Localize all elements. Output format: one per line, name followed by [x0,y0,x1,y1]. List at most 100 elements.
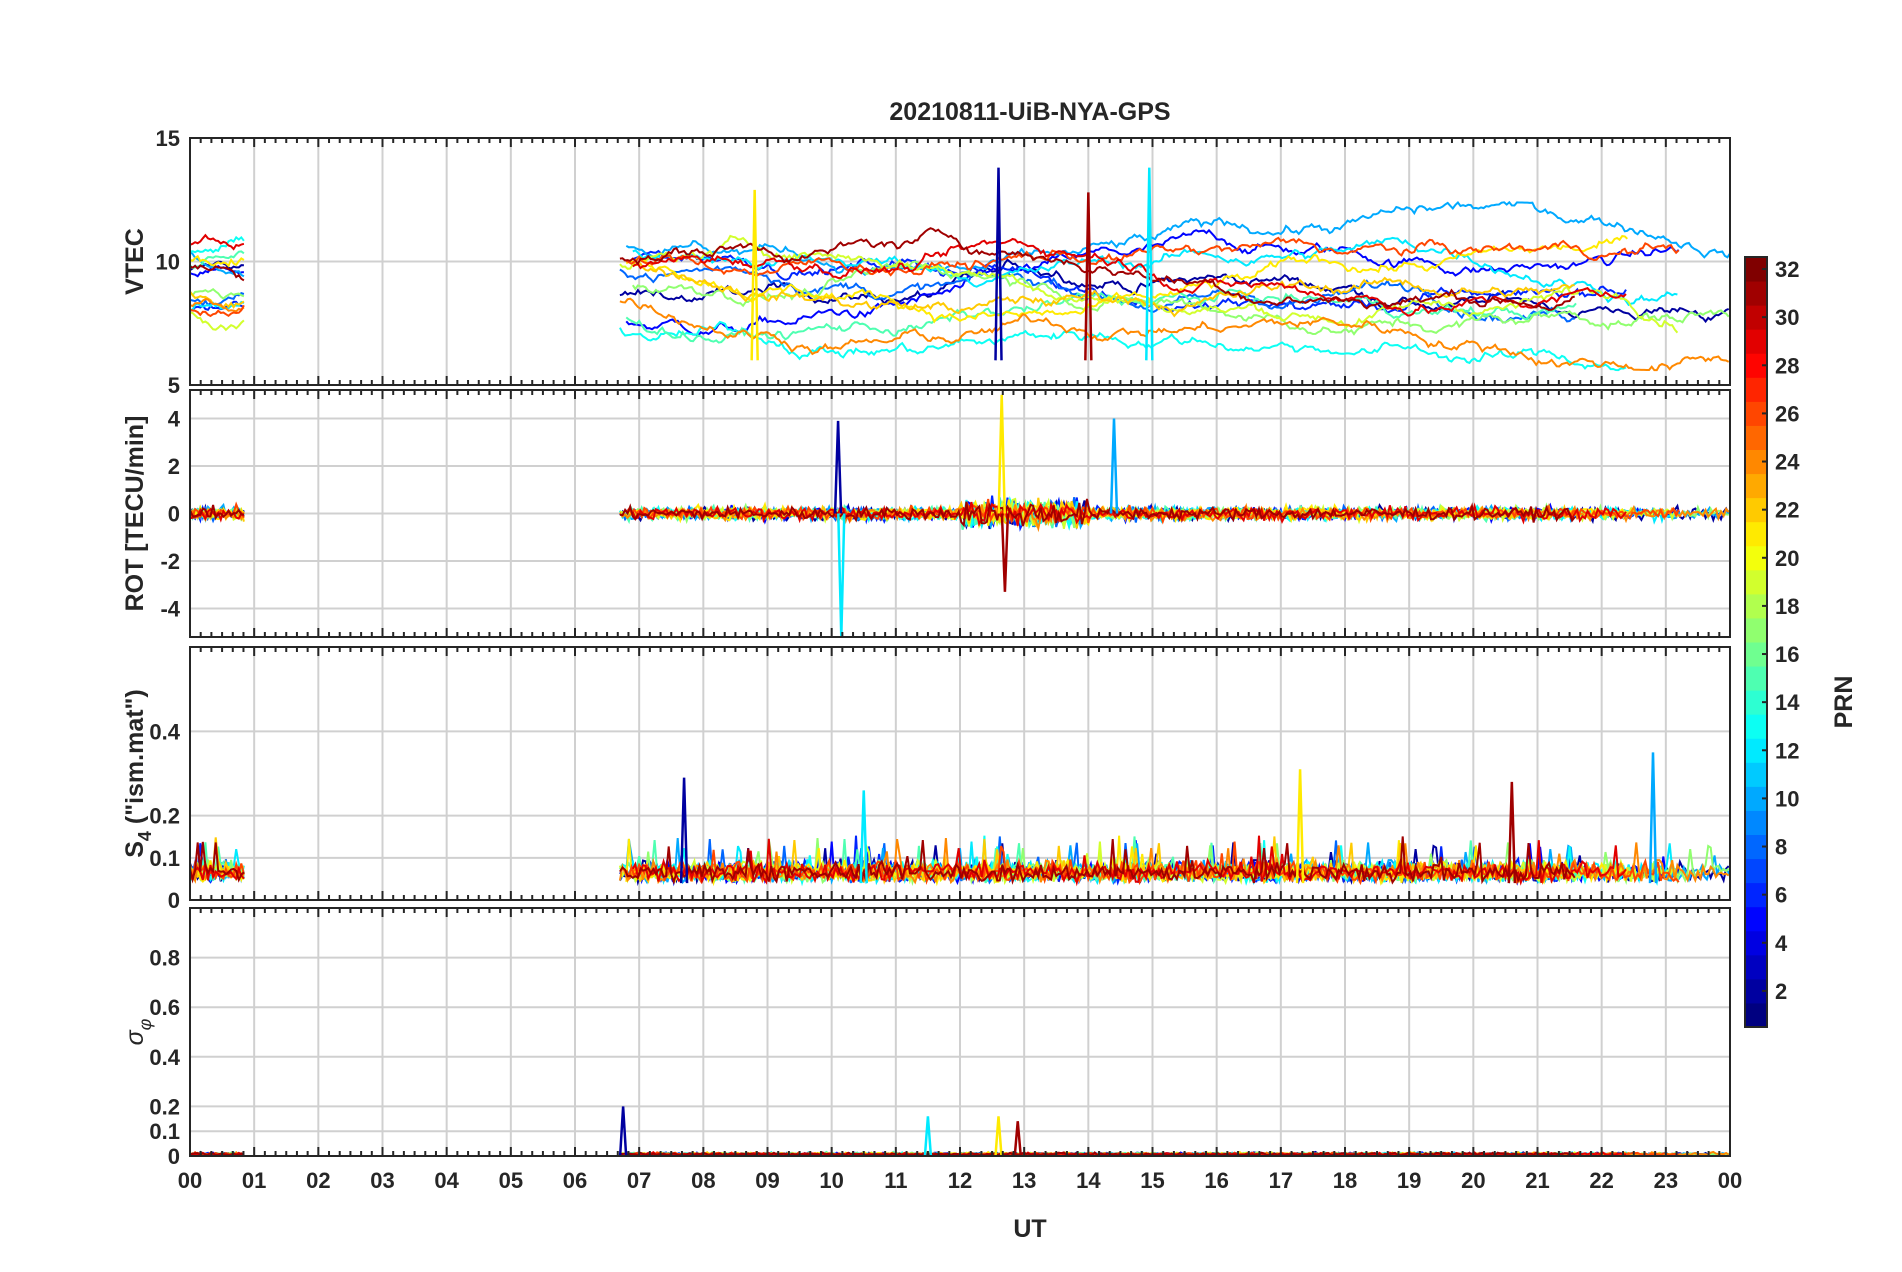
series-line-prn-19 [619,234,1679,334]
colorbar-tick-label: 4 [1775,931,1788,956]
colorbar-band [1745,329,1767,354]
peak-mark [994,1116,1003,1156]
y-tick-label: 0.1 [149,1119,180,1144]
colorbar-tick-label: 26 [1775,401,1799,426]
colorbar-band [1745,738,1767,763]
colorbar-tick-label: 24 [1775,450,1800,475]
series-line-prn-21 [190,254,245,268]
colorbar-band [1745,305,1767,330]
colorbar-band [1745,666,1767,691]
x-tick-label: 03 [370,1168,394,1193]
series-line-prn-31 [190,1152,245,1156]
colorbar-label: PRN [1830,676,1858,729]
colorbar-tick-label: 28 [1775,353,1799,378]
peak-mark [679,777,689,884]
x-tick-label: 20 [1461,1168,1485,1193]
x-tick-label: 04 [434,1168,459,1193]
series-group [190,200,1730,372]
x-tick-label: 09 [755,1168,779,1193]
colorbar-band [1745,930,1767,956]
peak-mark [833,420,843,514]
x-tick-label: 23 [1654,1168,1678,1193]
x-tick-label: 16 [1204,1168,1228,1193]
panel-sigma_phi: 00.10.2 0.4 0.6 0.8 σφ 00 01 02 03 04 05 06 07 08 09 10… [121,907,1742,1193]
colorbar-band [1745,882,1767,908]
colorbar-band [1745,906,1767,932]
x-tick-label: 13 [1012,1168,1036,1193]
x-axis-label: UT [1013,1215,1046,1243]
colorbar-band [1745,497,1767,523]
y-tick-label: 0.2 [149,804,180,829]
x-tick-label: 06 [563,1168,587,1193]
colorbar-band [1745,978,1767,1004]
peak-mark [750,189,759,361]
y-axis-label-vtec: VTEC [121,228,149,295]
y-tick-label: 0.8 [149,946,180,971]
series-line-prn-22 [631,261,1575,318]
panel-vtec: 5 10 15 VTEC [121,126,1731,398]
y-tick-label: 0 [168,502,180,527]
series-line-prn-29 [190,864,245,881]
colorbar-band [1745,1002,1767,1028]
y-tick-label: 0 [168,888,180,913]
colorbar-band [1745,642,1767,667]
y-axis-label-subscript: φ [135,1018,155,1030]
x-tick-label: 21 [1525,1168,1549,1193]
peak-mark [1295,769,1305,884]
series-line-prn-13 [619,320,1627,372]
series-group [190,835,1730,887]
peak-mark [923,1116,933,1156]
x-tick-label: 02 [306,1168,330,1193]
colorbar-tick-label: 14 [1775,690,1800,715]
series-line-prn-15 [625,288,1577,344]
panel-rot: -4 -2 0 2 4 ROT [TECU/min] [121,389,1731,638]
colorbar-band [1745,617,1767,643]
peak-mark [1109,418,1119,514]
x-tick-label: 12 [948,1168,972,1193]
y-tick-label: 0.4 [149,719,180,744]
x-tick-label: 18 [1333,1168,1357,1193]
x-tick-label: 00 [178,1168,202,1193]
colorbar-frame [1744,256,1768,1028]
y-tick-label: -4 [160,597,180,622]
x-tick-label: 10 [819,1168,843,1193]
series-line-prn-17 [631,260,1730,336]
series-line-prn-24 [190,298,245,313]
colorbar-band [1745,449,1767,475]
series-line-prn-26 [190,304,245,318]
series-line-prn-10 [625,200,1730,276]
colorbar-band [1745,569,1767,595]
x-tick-label: 05 [499,1168,523,1193]
series-line-prn-31 [190,504,245,521]
colorbar-band [1745,257,1767,282]
colorbar-band [1745,521,1767,547]
colorbar-tick-label: 16 [1775,642,1799,667]
y-tick-label: 0.1 [149,846,180,871]
y-axis-label-rest: ("ism.mat") [121,689,149,831]
panel-s4: 00.10.20.4S4 ("ism.mat") [121,646,1731,913]
colorbar-tick-label: 6 [1775,883,1787,908]
series-line-prn-29 [632,237,1627,317]
colorbar-tick-label: 10 [1775,786,1799,811]
colorbar-band [1745,353,1767,378]
colorbar-band [1745,834,1767,860]
y-tick-label: 2 [168,454,180,479]
colorbar-tick-label: 30 [1775,305,1799,330]
x-tick-label: 01 [242,1168,266,1193]
colorbar-tick-label: 18 [1775,594,1799,619]
colorbar-band [1745,858,1767,884]
peak-mark [837,513,846,637]
colorbar-tick-label: 2 [1775,979,1787,1004]
colorbar-band [1745,281,1767,306]
colorbar-band [1745,545,1767,571]
y-tick-label: 4 [168,407,181,432]
y-axis-label-main: S [121,841,149,858]
series-line-prn-13 [190,235,245,254]
x-tick-label: 19 [1397,1168,1421,1193]
y-tick-label: -2 [160,549,180,574]
colorbar-tick-label: 22 [1775,498,1799,523]
y-tick-label: 0.2 [149,1094,180,1119]
x-tick-label: 15 [1140,1168,1164,1193]
